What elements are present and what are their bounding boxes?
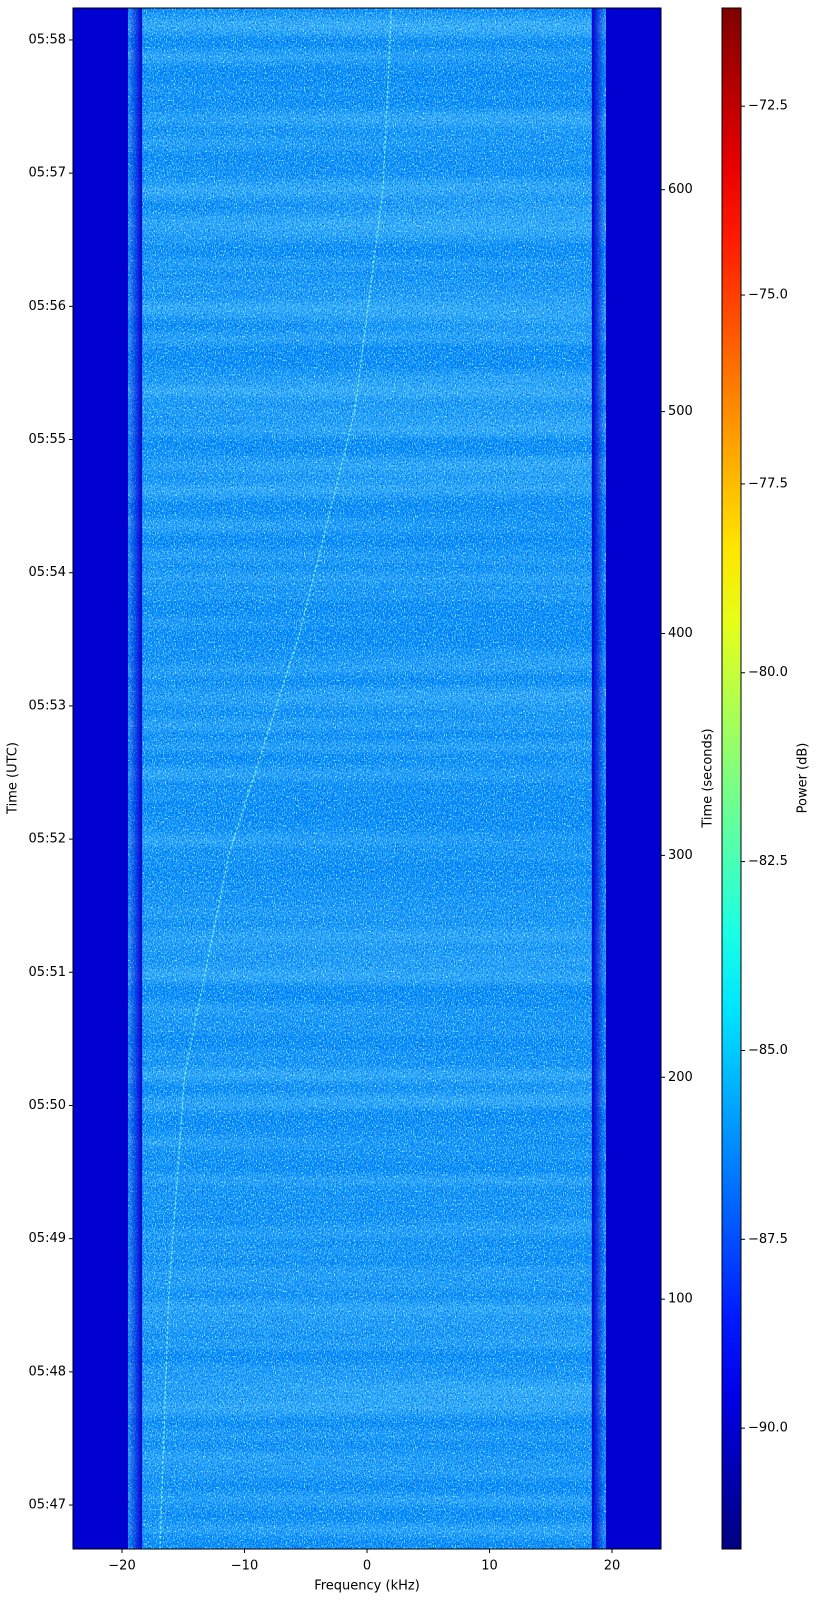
colorbar-tick-label: −72.5 xyxy=(748,99,788,114)
x-tick-label: 20 xyxy=(604,1559,621,1574)
plot-area xyxy=(72,7,662,1550)
x-tick-label: 0 xyxy=(363,1559,371,1574)
colorbar-tick-label: −90.0 xyxy=(748,1421,788,1436)
y-tick-label: 05:55 xyxy=(29,432,66,447)
y-tick-label: 05:48 xyxy=(29,1364,66,1379)
colorbar-label: Power (dB) xyxy=(796,743,811,814)
colorbar xyxy=(721,7,742,1550)
y2-tick-label: 100 xyxy=(668,1292,693,1307)
y-tick-label: 05:54 xyxy=(29,565,66,580)
y2-tick-label: 200 xyxy=(668,1070,693,1085)
y-tick-label: 05:53 xyxy=(29,698,66,713)
band-edge xyxy=(128,8,143,1549)
colorbar-tick-label: −87.5 xyxy=(748,1232,788,1247)
y-tick-label: 05:52 xyxy=(29,832,66,847)
y-tick-label: 05:49 xyxy=(29,1231,66,1246)
band-edge xyxy=(591,8,606,1549)
x-tick-label: −20 xyxy=(108,1559,135,1574)
colorbar-tick-label: −82.5 xyxy=(748,854,788,869)
signal-trace xyxy=(159,7,393,1550)
colorbar-tick-label: −75.0 xyxy=(748,288,788,303)
y2-tick-label: 300 xyxy=(668,848,693,863)
y-tick-label: 05:47 xyxy=(29,1498,66,1513)
y-tick-label: 05:58 xyxy=(29,32,66,47)
colorbar-tick-label: −85.0 xyxy=(748,1043,788,1058)
noise-speckle xyxy=(128,8,606,1549)
colorbar-tick-label: −77.5 xyxy=(748,476,788,491)
x-tick-label: 10 xyxy=(481,1559,498,1574)
y-tick-label: 05:56 xyxy=(29,299,66,314)
y2-tick-label: 600 xyxy=(668,182,693,197)
x-axis-label: Frequency (kHz) xyxy=(314,1579,420,1594)
y2-axis-label: Time (seconds) xyxy=(701,728,716,828)
colorbar-tick-label: −80.0 xyxy=(748,665,788,680)
y-tick-label: 05:50 xyxy=(29,1098,66,1113)
y2-tick-label: 500 xyxy=(668,404,693,419)
y-tick-label: 05:57 xyxy=(29,166,66,181)
x-tick-label: −10 xyxy=(231,1559,258,1574)
y-tick-label: 05:51 xyxy=(29,965,66,980)
y2-tick-label: 400 xyxy=(668,626,693,641)
y-axis-label: Time (UTC) xyxy=(6,742,21,815)
